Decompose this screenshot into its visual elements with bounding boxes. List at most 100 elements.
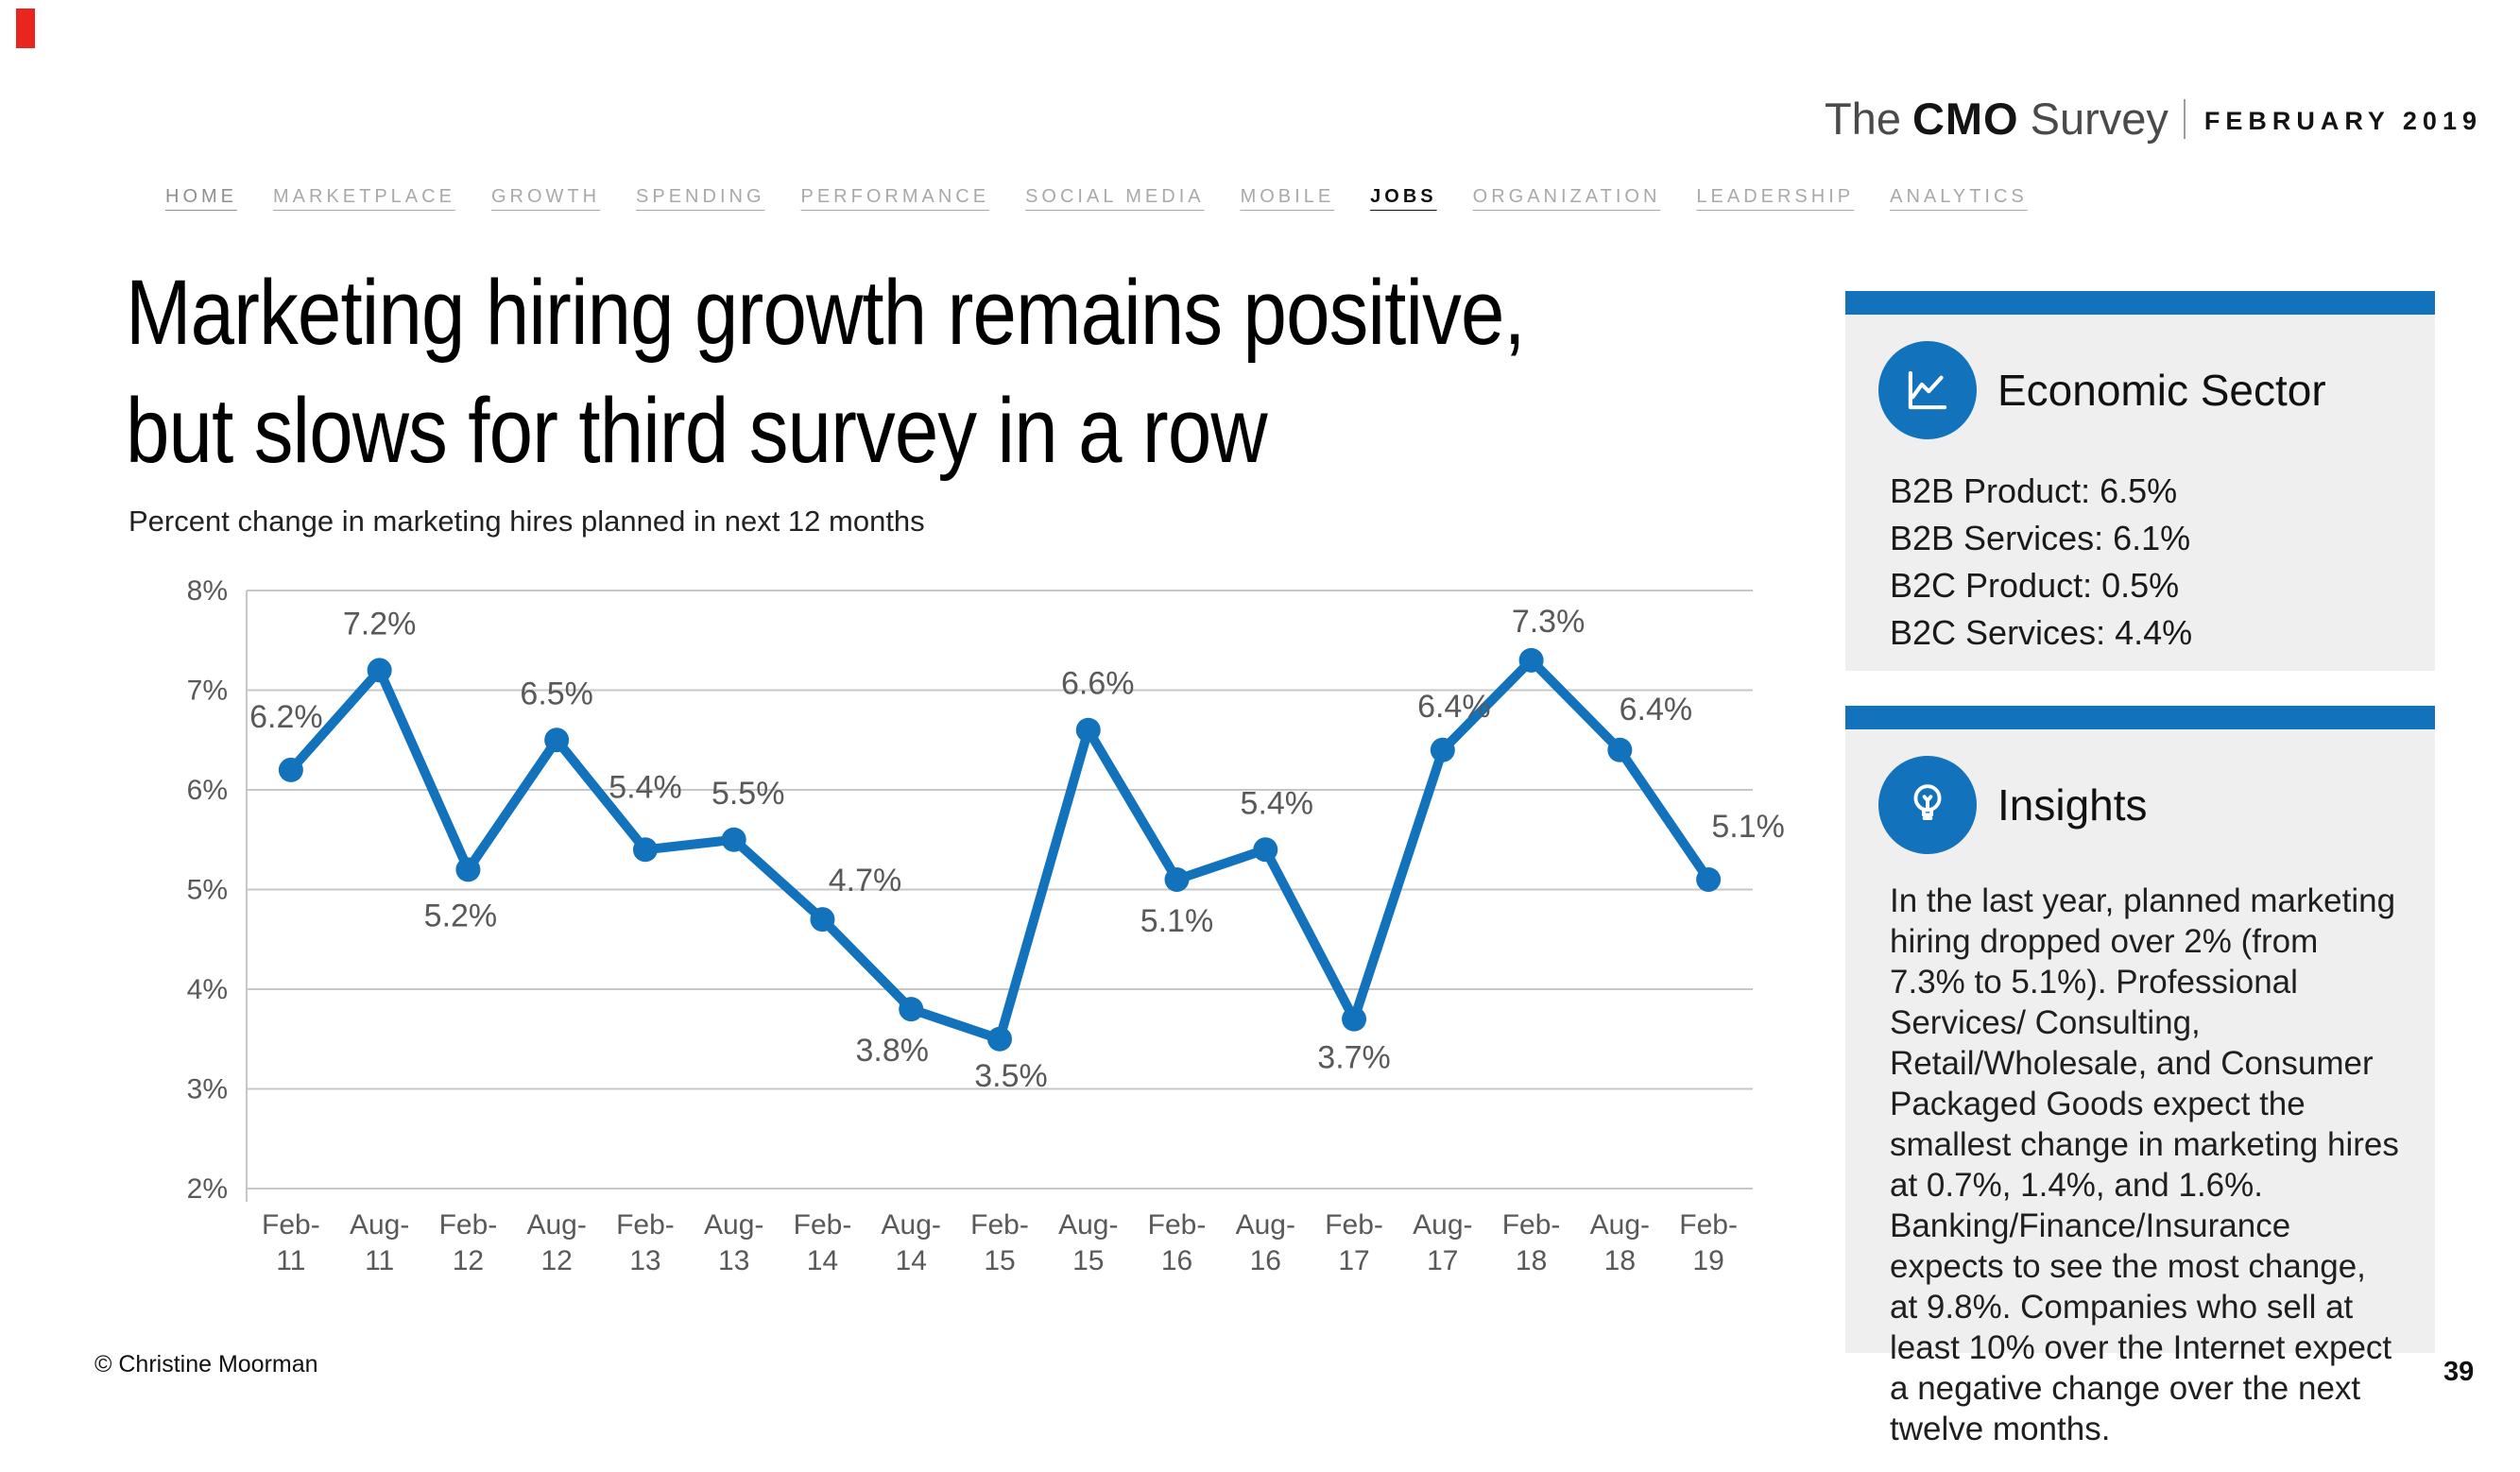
data-point <box>455 857 481 882</box>
nav-item-marketplace[interactable]: MARKETPLACE <box>273 186 455 207</box>
x-axis-tick-month: Feb- <box>439 1209 498 1241</box>
data-point <box>1253 837 1278 863</box>
x-axis-tick-year: 16 <box>1161 1245 1192 1276</box>
insights-accent-bar <box>1845 706 2435 729</box>
data-label: 3.5% <box>974 1058 1048 1094</box>
x-axis-tick-year: 13 <box>718 1245 749 1276</box>
data-label: 3.8% <box>855 1033 929 1069</box>
data-point <box>1696 866 1722 892</box>
sector-stat: B2B Services: 6.1% <box>1890 519 2191 557</box>
x-axis-tick-year: 18 <box>1604 1245 1636 1276</box>
data-label: 7.2% <box>343 606 417 642</box>
x-axis-tick-year: 15 <box>984 1245 1015 1276</box>
data-label: 6.2% <box>249 699 323 735</box>
data-point <box>1342 1006 1367 1032</box>
page-number: 39 <box>2443 1357 2475 1387</box>
insights-title: Insights <box>1997 780 2148 830</box>
x-axis-tick-year: 17 <box>1427 1245 1458 1276</box>
logo-survey: Survey <box>2030 94 2169 144</box>
hiring-growth-line-chart: 8% 7% 6% 5% 4% 3% 2% 6.2% 7.2% 5.2% 6.5% 5.4% 5.5% 4.… <box>187 575 1785 1276</box>
data-label: 4.7% <box>829 863 902 899</box>
x-axis-tick-year: 18 <box>1516 1245 1547 1276</box>
data-label: 5.4% <box>609 769 682 805</box>
x-axis-tick-month: Feb- <box>970 1209 1029 1241</box>
x-axis-tick-month: Aug- <box>1413 1209 1472 1241</box>
data-point <box>367 658 392 683</box>
data-point <box>1430 737 1455 762</box>
x-axis-tick-year: 14 <box>807 1245 838 1276</box>
sector-stat: B2B Product: 6.5% <box>1890 471 2178 510</box>
data-point <box>721 827 746 852</box>
data-label: 5.1% <box>1140 903 1214 939</box>
data-point <box>987 1026 1012 1052</box>
x-axis-tick-month: Aug- <box>1590 1209 1650 1241</box>
data-label: 6.4% <box>1620 692 1693 727</box>
data-label: 5.4% <box>1241 785 1314 821</box>
data-point <box>544 727 570 753</box>
nav-item-social-media[interactable]: SOCIAL MEDIA <box>1025 186 1205 207</box>
economic-sector-list: B2B Product: 6.5% B2B Services: 6.1% B2C P… <box>1890 468 2435 694</box>
x-axis-tick-year: 11 <box>276 1245 305 1276</box>
data-point <box>1075 717 1101 743</box>
nav-item-spending[interactable]: SPENDING <box>636 186 765 207</box>
chart-subtitle: Percent change in marketing hires planne… <box>129 505 925 538</box>
x-axis-tick-month: Aug- <box>350 1209 409 1241</box>
economic-sector-box: Economic Sector B2B Product: 6.5% B2B Ser… <box>1845 291 2435 671</box>
x-axis-tick-month: Feb- <box>794 1209 852 1241</box>
x-axis-tick-month: Aug- <box>1236 1209 1295 1241</box>
x-axis-tick-month: Aug- <box>1058 1209 1118 1241</box>
nav-item-leadership[interactable]: LEADERSHIP <box>1696 186 1855 207</box>
x-axis-tick-month: Feb- <box>1325 1209 1383 1241</box>
copyright-text: © Christine Moorman <box>94 1351 318 1378</box>
y-axis-tick: 4% <box>187 974 228 1005</box>
x-axis-tick-month: Feb- <box>262 1209 320 1241</box>
x-axis-tick-year: 16 <box>1250 1245 1281 1276</box>
x-axis-tick-month: Feb- <box>1148 1209 1207 1241</box>
x-axis-tick-month: Feb- <box>616 1209 675 1241</box>
red-brand-mark <box>16 9 35 48</box>
insights-text: In the last year, planned marketing hiri… <box>1890 882 2399 1447</box>
nav-item-performance[interactable]: PERFORMANCE <box>800 186 990 207</box>
y-axis-tick: 2% <box>187 1173 228 1205</box>
nav-item-growth[interactable]: GROWTH <box>490 186 601 207</box>
insights-box: Insights In the last year, planned marke… <box>1845 706 2435 1447</box>
logo-divider <box>2183 98 2186 139</box>
data-point <box>899 997 924 1022</box>
data-label: 5.5% <box>711 776 785 812</box>
nav-item-organization[interactable]: ORGANIZATION <box>1472 186 1661 207</box>
x-axis-tick-year: 17 <box>1338 1245 1369 1276</box>
data-point <box>1607 737 1633 762</box>
logo-edition: FEBRUARY 2019 <box>2203 107 2482 135</box>
data-label: 3.7% <box>1317 1040 1391 1076</box>
x-axis-tick-month: Aug- <box>526 1209 586 1241</box>
data-point <box>810 907 835 933</box>
data-label: 5.1% <box>1711 809 1785 845</box>
x-axis-tick-year: 11 <box>365 1245 394 1276</box>
y-axis-tick: 7% <box>187 676 228 707</box>
data-point <box>1164 866 1190 892</box>
x-axis-tick-year: 12 <box>453 1245 484 1276</box>
y-axis-tick: 6% <box>187 775 228 806</box>
x-axis-tick-year: 15 <box>1072 1245 1104 1276</box>
x-axis-tick-year: 13 <box>629 1245 660 1276</box>
data-point <box>278 757 303 782</box>
economic-sector-title: Economic Sector <box>1997 366 2326 415</box>
data-point <box>632 837 658 863</box>
x-axis-tick-month: Feb- <box>1502 1209 1561 1241</box>
data-label: 5.2% <box>424 898 498 933</box>
lightbulb-icon <box>1878 756 1977 854</box>
nav-item-jobs[interactable]: JOBS <box>1370 186 1437 207</box>
top-navigation: HOME MARKETPLACE GROWTH SPENDING PERFORMANCE… <box>165 186 2028 208</box>
sector-stat: B2C Services: 4.4% <box>1890 613 2193 652</box>
economic-sector-accent-bar <box>1845 291 2435 315</box>
cmo-survey-logo: The CMO Survey FEBRUARY 2019 <box>1825 93 2482 145</box>
nav-item-mobile[interactable]: MOBILE <box>1240 186 1335 207</box>
data-label: 6.4% <box>1417 689 1491 725</box>
nav-item-analytics[interactable]: ANALYTICS <box>1890 186 2028 207</box>
sector-stat: B2C Product: 0.5% <box>1890 566 2180 605</box>
nav-item-home[interactable]: HOME <box>165 186 237 207</box>
y-axis-tick: 5% <box>187 875 228 906</box>
x-axis-tick-year: 19 <box>1692 1245 1723 1276</box>
data-label: 6.5% <box>520 676 593 711</box>
line-chart-icon <box>1878 341 1977 439</box>
